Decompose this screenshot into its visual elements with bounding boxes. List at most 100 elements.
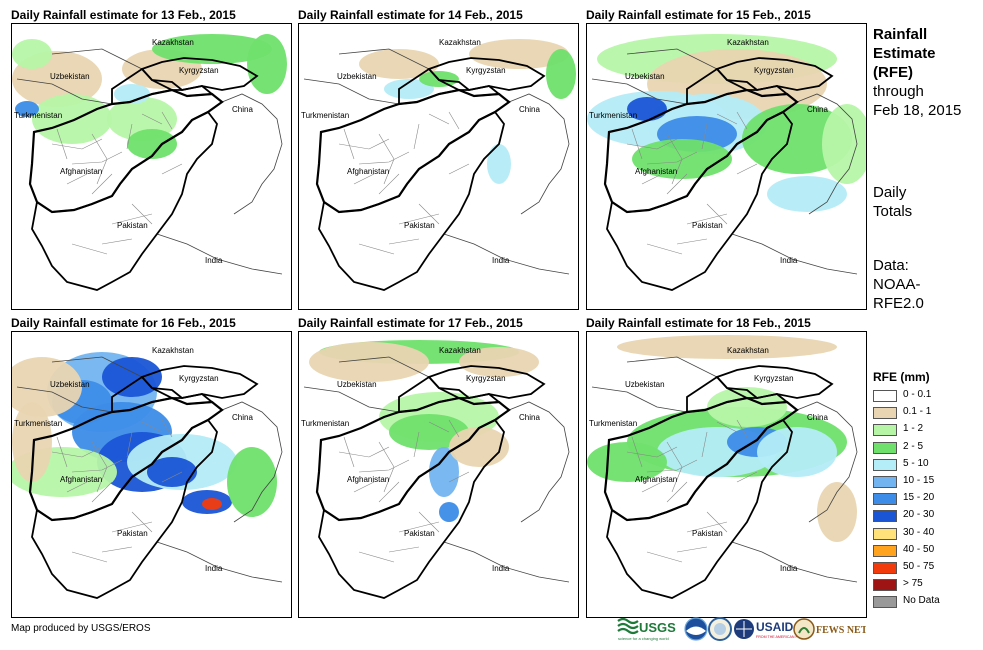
rainfall-area [822,104,866,184]
rainfall-area [102,357,162,397]
title-line: Rainfall [873,26,928,43]
country-label-afghanistan: Afghanistan [635,475,677,484]
country-label-uzbekistan: Uzbekistan [50,72,90,81]
china-border [508,401,570,523]
legend-swatch [873,596,897,609]
country-label-uzbekistan: Uzbekistan [337,72,377,81]
country-label-turkmenistan: Turkmenistan [14,419,62,428]
legend-title: RFE (mm) [873,370,930,384]
rainfall-area [767,176,847,212]
kyrgyzstan-outline [140,57,259,91]
india-border [443,541,570,583]
kyrgyzstan-outline [427,365,546,399]
rainfall-area [12,357,82,417]
country-label-afghanistan: Afghanistan [60,475,102,484]
legend-swatch [873,407,897,420]
legend-label: 0 - 0.1 [903,389,932,400]
rainfall-area [12,402,52,482]
partner-logos: USGS science for a changing world USAID … [616,615,868,645]
country-label-pakistan: Pakistan [404,221,435,230]
china-border [796,93,858,215]
country-label-turkmenistan: Turkmenistan [14,111,62,120]
kyrgyzstan-outline [427,57,546,91]
country-label-india: India [492,256,510,265]
country-label-kazakhstan: Kazakhstan [152,38,194,47]
country-label-kazakhstan: Kazakhstan [439,38,481,47]
central-asia-borders [591,356,718,413]
rainfall-area [359,49,439,79]
credit-text: Map produced by USGS/EROS [11,623,151,634]
country-label-india: India [492,564,510,573]
tajikistan-outline [398,375,502,414]
panel-title: Daily Rainfall estimate for 14 Feb., 201… [298,8,523,22]
province-boundaries [626,419,758,563]
country-label-pakistan: Pakistan [692,221,723,230]
through-text: through [873,83,924,100]
central-asia-borders [16,48,143,105]
legend-swatch [873,390,897,402]
legend-label: 10 - 15 [903,474,935,486]
china-border [221,93,283,215]
country-label-turkmenistan: Turkmenistan [301,111,349,120]
country-label-uzbekistan: Uzbekistan [50,380,90,389]
totals-line: Totals [873,203,913,220]
rainfall-map: Kazakhstan Kyrgyzstan Uzbekistan Turkmenist… [298,23,579,310]
map-panel-feb15: Daily Rainfall estimate for 15 Feb., 201… [586,7,876,317]
province-boundaries [51,419,183,563]
rainfall-area [32,94,112,144]
country-label-afghanistan: Afghanistan [60,167,102,176]
legend-swatch [873,475,897,488]
province-boundaries [338,419,470,563]
legend-label: 40 - 50 [903,543,935,555]
sidebar-title: Rainfall Estimate (RFE) through Feb 18, … [873,25,961,120]
country-label-kyrgyzstan: Kyrgyzstan [466,374,506,383]
country-label-kyrgyzstan: Kyrgyzstan [179,374,219,383]
india-border [443,233,570,275]
country-label-china: China [232,413,253,422]
rainfall-area [439,502,459,522]
legend-label: 5 - 10 [903,457,929,469]
central-asia-borders [303,356,430,413]
country-label-kyrgyzstan: Kyrgyzstan [179,66,219,75]
india-border [156,541,283,583]
usaid-tagline: FROM THE AMERICAN PEOPLE [756,635,810,639]
kyrgyzstan-outline [715,365,834,399]
province-boundaries [338,111,470,255]
usgs-text: USGS [639,620,676,635]
rainfall-area [127,129,177,159]
data-line: NOAA- [873,276,921,293]
rainfall-area [469,39,569,69]
rainfall-map: Kazakhstan Kyrgyzstan Uzbekistan Turkmenist… [586,331,867,618]
legend-label: 1 - 2 [903,423,924,435]
china-border [508,93,570,215]
legend-swatch [873,544,897,557]
legend-swatch [873,561,897,574]
usgs-tagline: science for a changing world [618,636,669,641]
legend-label: 30 - 40 [903,526,935,538]
legend-label: 15 - 20 [903,492,935,504]
rainfall-area [617,335,837,359]
pakistan-outline [318,110,505,291]
map-canvas: Kazakhstan Kyrgyzstan Uzbekistan Turkmenist… [301,38,576,291]
rainfall-area [152,34,272,64]
country-label-kazakhstan: Kazakhstan [152,346,194,355]
country-label-pakistan: Pakistan [117,529,148,538]
legend-swatch [873,458,897,471]
rainfall-area [459,347,539,377]
country-label-india: India [780,256,798,265]
country-label-pakistan: Pakistan [404,529,435,538]
country-label-afghanistan: Afghanistan [347,475,389,484]
rainfall-area [817,482,857,542]
sidebar-totals: Daily Totals [873,183,912,221]
rainfall-map: Kazakhstan Kyrgyzstan Uzbekistan Turkmenist… [298,331,579,618]
map-panel-feb13: Daily Rainfall estimate for 13 Feb., 201… [11,7,301,317]
rainfall-map: Kazakhstan Kyrgyzstan Uzbekistan Turkmenist… [11,23,292,310]
rainfall-area [247,34,287,94]
legend-swatch [873,441,897,454]
india-border [156,233,283,275]
legend-swatch [873,527,897,540]
central-asia-borders [16,356,143,413]
data-line: RFE2.0 [873,295,924,312]
legend-label: 20 - 30 [903,509,935,521]
legend-label: 0.1 - 1 [903,406,932,418]
